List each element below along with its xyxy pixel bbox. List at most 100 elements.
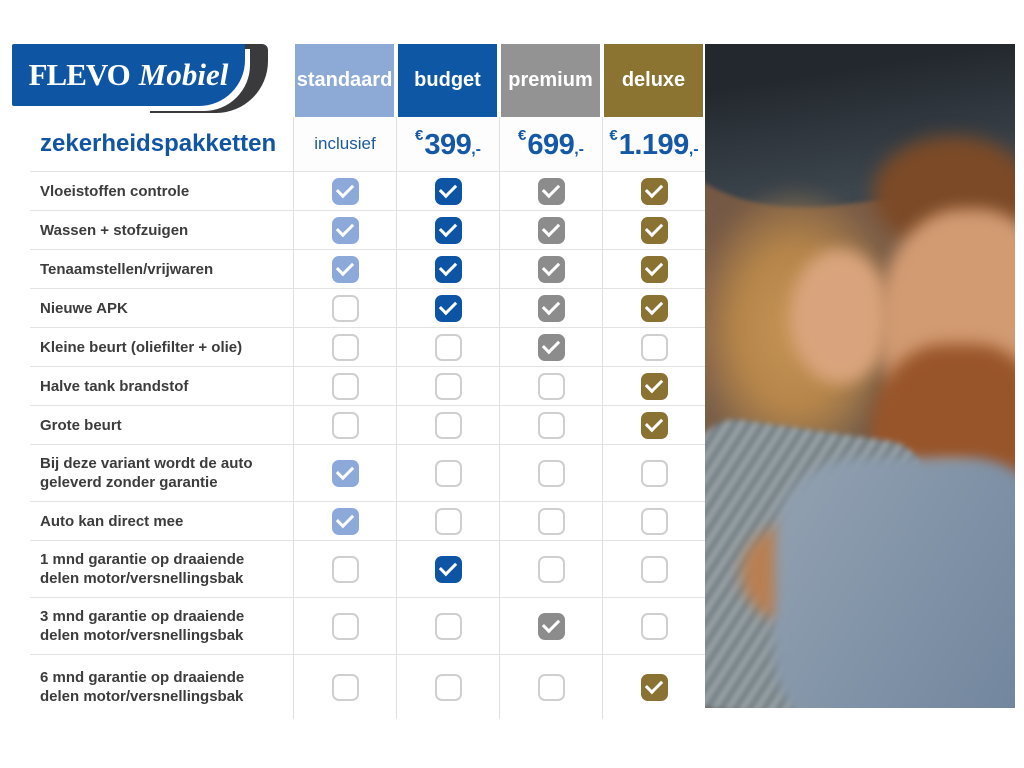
checkbox-checked-deluxe[interactable] (640, 372, 668, 400)
check-cell-deluxe (602, 502, 705, 540)
check-cell-budget (396, 367, 499, 405)
checkbox-unchecked-standaard[interactable] (331, 333, 359, 361)
table-row: Tenaamstellen/vrijwaren (30, 249, 705, 288)
checkbox-checked-budget[interactable] (434, 216, 462, 244)
check-cell-deluxe (602, 445, 705, 501)
checkbox-unchecked-deluxe[interactable] (640, 459, 668, 487)
couple-in-car-photo (705, 44, 1015, 708)
table-row: 1 mnd garantie op draaiende delen motor/… (30, 540, 705, 597)
table-row: Grote beurt (30, 405, 705, 444)
checkbox-unchecked-standaard[interactable] (331, 411, 359, 439)
price-row: zekerheidspakketten inclusief €399,- €699,… (30, 117, 705, 171)
price-suffix: ,- (574, 140, 584, 158)
checkbox-checked-premium[interactable] (537, 333, 565, 361)
check-cell-standaard (293, 541, 396, 597)
check-cell-standaard (293, 655, 396, 719)
check-cell-budget (396, 289, 499, 327)
checkbox-checked-budget[interactable] (434, 294, 462, 322)
checkbox-unchecked-deluxe[interactable] (640, 555, 668, 583)
checkbox-checked-premium[interactable] (537, 294, 565, 322)
table-row: Wassen + stofzuigen (30, 210, 705, 249)
table-row: Auto kan direct mee (30, 501, 705, 540)
checkbox-checked-deluxe[interactable] (640, 294, 668, 322)
checkbox-unchecked-budget[interactable] (434, 673, 462, 701)
checkbox-unchecked-deluxe[interactable] (640, 507, 668, 535)
checkbox-checked-premium[interactable] (537, 612, 565, 640)
page-title: zekerheidspakketten (40, 130, 277, 157)
price-amount: 399 (424, 128, 472, 161)
check-cell-standaard (293, 445, 396, 501)
brand-name-primary: FLEVO (28, 57, 131, 92)
checkbox-unchecked-standaard[interactable] (331, 372, 359, 400)
checkbox-checked-standaard[interactable] (331, 507, 359, 535)
price-cell-budget: €399,- (396, 117, 499, 171)
check-cell-budget (396, 328, 499, 366)
checkbox-unchecked-standaard[interactable] (331, 294, 359, 322)
checkbox-unchecked-deluxe[interactable] (640, 612, 668, 640)
checkbox-unchecked-budget[interactable] (434, 507, 462, 535)
checkbox-unchecked-premium[interactable] (537, 673, 565, 701)
checkbox-checked-budget[interactable] (434, 555, 462, 583)
check-cell-deluxe (602, 655, 705, 719)
checkbox-checked-budget[interactable] (434, 177, 462, 205)
checkbox-unchecked-budget[interactable] (434, 372, 462, 400)
checkbox-checked-deluxe[interactable] (640, 255, 668, 283)
checkbox-unchecked-premium[interactable] (537, 507, 565, 535)
check-cell-budget (396, 406, 499, 444)
price-amount: 1.199 (618, 128, 690, 161)
checkbox-unchecked-deluxe[interactable] (640, 333, 668, 361)
check-cell-budget (396, 541, 499, 597)
check-cell-premium (499, 328, 602, 366)
brand-name-secondary: Mobiel (138, 57, 229, 92)
checkbox-checked-premium[interactable] (537, 177, 565, 205)
checkbox-checked-premium[interactable] (537, 255, 565, 283)
checkbox-checked-deluxe[interactable] (640, 673, 668, 701)
check-cell-budget (396, 211, 499, 249)
price-value: €1.199,- (609, 127, 698, 162)
checkbox-unchecked-standaard[interactable] (331, 555, 359, 583)
checkbox-checked-standaard[interactable] (331, 177, 359, 205)
checkbox-unchecked-premium[interactable] (537, 411, 565, 439)
check-cell-premium (499, 289, 602, 327)
checkbox-checked-deluxe[interactable] (640, 177, 668, 205)
check-cell-budget (396, 172, 499, 210)
price-suffix: ,- (471, 140, 481, 158)
feature-label: Grote beurt (40, 416, 122, 434)
checkbox-unchecked-premium[interactable] (537, 555, 565, 583)
checkbox-checked-deluxe[interactable] (640, 216, 668, 244)
check-cell-deluxe (602, 289, 705, 327)
check-cell-budget (396, 502, 499, 540)
table-row: 3 mnd garantie op draaiende delen motor/… (30, 597, 705, 654)
feature-label: Wassen + stofzuigen (40, 221, 189, 239)
checkbox-unchecked-premium[interactable] (537, 459, 565, 487)
checkbox-checked-premium[interactable] (537, 216, 565, 244)
check-cell-standaard (293, 211, 396, 249)
table-row: Bij deze variant wordt de auto geleverd … (30, 444, 705, 501)
package-comparison-table: standaard budget premium deluxe zekerheidsp… (30, 44, 705, 719)
check-cell-deluxe (602, 598, 705, 654)
checkbox-checked-budget[interactable] (434, 255, 462, 283)
checkbox-unchecked-budget[interactable] (434, 459, 462, 487)
check-cell-deluxe (602, 406, 705, 444)
checkbox-unchecked-standaard[interactable] (331, 673, 359, 701)
checkbox-checked-standaard[interactable] (331, 216, 359, 244)
checkbox-checked-deluxe[interactable] (640, 411, 668, 439)
checkbox-unchecked-budget[interactable] (434, 612, 462, 640)
feature-label: Halve tank brandstof (40, 377, 189, 395)
euro-sign: € (517, 126, 527, 144)
feature-label: Tenaamstellen/vrijwaren (40, 260, 214, 278)
check-cell-premium (499, 172, 602, 210)
column-header-label: premium (501, 44, 600, 117)
checkbox-unchecked-premium[interactable] (537, 372, 565, 400)
checkbox-checked-standaard[interactable] (331, 255, 359, 283)
check-cell-budget (396, 445, 499, 501)
checkbox-checked-standaard[interactable] (331, 459, 359, 487)
check-cell-standaard (293, 172, 396, 210)
checkbox-unchecked-budget[interactable] (434, 333, 462, 361)
feature-label: 1 mnd garantie op draaiende delen motor/… (40, 551, 245, 587)
check-cell-deluxe (602, 172, 705, 210)
check-cell-deluxe (602, 211, 705, 249)
logo-text: FLEVO Mobiel (12, 44, 245, 106)
checkbox-unchecked-budget[interactable] (434, 411, 462, 439)
checkbox-unchecked-standaard[interactable] (331, 612, 359, 640)
